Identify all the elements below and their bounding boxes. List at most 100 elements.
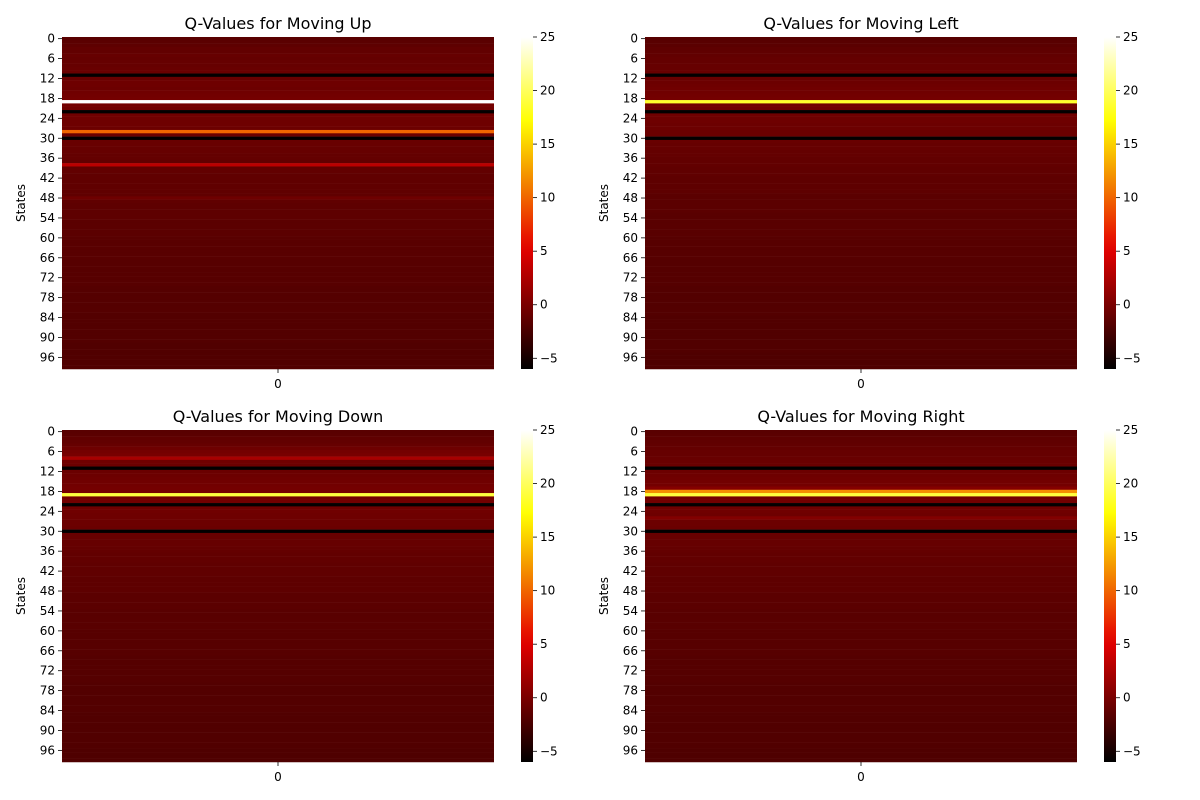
heatmap-cell-state-37 (645, 159, 1077, 164)
heatmap-cell-state-15 (62, 86, 494, 91)
y-tick-label: 72 (40, 271, 55, 285)
heatmap-cell-state-83 (62, 705, 494, 710)
y-tick-label: 60 (623, 624, 638, 638)
heatmap-cell-state-79 (62, 299, 494, 303)
heatmap-cell-state-70 (62, 662, 494, 666)
heatmap-cell-state-90 (645, 728, 1077, 733)
heatmap-cell-state-31 (62, 139, 494, 144)
heatmap-cell-state-3 (62, 46, 494, 51)
heatmap-cell-state-89 (645, 725, 1077, 730)
y-tick-label: 30 (40, 524, 55, 538)
heatmap-cell-state-59 (62, 625, 494, 630)
heatmap-cell-state-60 (645, 629, 1077, 633)
heatmap-cell-state-23 (645, 113, 1077, 117)
heatmap-cell-state-94 (62, 349, 494, 353)
heatmap-cell-state-67 (645, 652, 1077, 657)
heatmap-cell-state-1 (645, 433, 1077, 437)
heatmap-cell-state-53 (645, 212, 1077, 217)
y-tick-label: 54 (40, 604, 55, 618)
heatmap-cell-state-41 (645, 566, 1077, 570)
y-tick-label: 66 (40, 251, 55, 265)
y-tick-label: 66 (40, 644, 55, 658)
heatmap-cell-state-68 (645, 262, 1077, 267)
colorbar-tick-label: −5 (1123, 351, 1141, 365)
heatmap-cell-state-50 (62, 203, 494, 207)
heatmap-cell-state-42 (645, 176, 1077, 181)
heatmap-cell-state-31 (645, 532, 1077, 537)
heatmap-cell-state-97 (62, 359, 494, 363)
heatmap-cell-state-41 (62, 173, 494, 177)
heatmap-cell-state-8 (62, 63, 494, 68)
colorbar-tick-label: 15 (540, 530, 555, 544)
heatmap-cell-state-74 (62, 675, 494, 680)
heatmap-cell-state-73 (62, 672, 494, 676)
heatmap-cell-state-41 (645, 173, 1077, 177)
heatmap-cell-state-58 (62, 622, 494, 627)
heatmap-cell-state-30 (62, 529, 494, 534)
heatmap-cell-state-25 (645, 513, 1077, 517)
heatmap-cell-state-27 (645, 519, 1077, 524)
heatmap-cell-state-47 (62, 193, 494, 197)
heatmap-cell-state-40 (62, 169, 494, 174)
heatmap-cell-state-72 (62, 669, 494, 673)
heatmap-cell-state-54 (645, 609, 1077, 613)
heatmap-cell-state-18 (645, 489, 1077, 494)
heatmap-cell-state-64 (62, 642, 494, 647)
heatmap-cell-state-96 (645, 748, 1077, 753)
y-tick-label: 18 (623, 91, 638, 105)
heatmap-cell-state-20 (62, 103, 494, 107)
heatmap-cell-state-97 (645, 359, 1077, 363)
heatmap-cell-state-51 (645, 206, 1077, 210)
heatmap-cell-state-17 (645, 93, 1077, 98)
y-tick-label: 36 (40, 151, 55, 165)
colorbar-tick-label: 0 (540, 691, 548, 705)
heatmap-cell-state-94 (645, 742, 1077, 746)
heatmap-cell-state-59 (645, 232, 1077, 237)
heatmap-cell-state-83 (62, 312, 494, 317)
heatmap-panel-down: Q-Values for Moving Down 0 6 12 18 24 30 36 42 4… (14, 407, 558, 784)
colorbar-tick-label: −5 (540, 744, 558, 758)
heatmap-cell-state-8 (645, 63, 1077, 68)
heatmap-cell-state-4 (62, 50, 494, 54)
heatmap-cell-state-46 (645, 582, 1077, 587)
heatmap-cells (62, 430, 494, 763)
heatmap-cell-state-44 (62, 183, 494, 187)
heatmap-cell-state-78 (645, 295, 1077, 300)
heatmap-cell-state-92 (62, 735, 494, 740)
heatmap-cell-state-4 (645, 50, 1077, 54)
heatmap-cell-state-60 (645, 236, 1077, 240)
heatmap-cell-state-39 (62, 166, 494, 171)
y-tick-label: 66 (623, 251, 638, 265)
colorbar-tick-label: 0 (1123, 691, 1131, 705)
heatmap-cell-state-59 (645, 625, 1077, 630)
heatmap-cell-state-9 (645, 459, 1077, 464)
heatmap-cell-state-4 (62, 443, 494, 447)
heatmap-cell-state-89 (62, 725, 494, 730)
heatmap-cell-state-80 (62, 695, 494, 700)
heatmap-cell-state-81 (62, 698, 494, 703)
heatmap-cell-state-27 (62, 126, 494, 131)
colorbar-tick-label: 20 (540, 84, 555, 98)
heatmap-cell-state-9 (645, 66, 1077, 71)
heatmap-cell-state-12 (645, 469, 1077, 474)
heatmap-cell-state-43 (62, 179, 494, 184)
heatmap-cell-state-22 (62, 503, 494, 507)
colorbar: −5 0 5 10 15 20 25 (1104, 423, 1141, 762)
x-tick-label: 0 (857, 377, 865, 391)
y-tick-label: 48 (623, 584, 638, 598)
heatmap-cell-state-7 (645, 60, 1077, 64)
x-axis-ticks: 0 (274, 369, 282, 391)
heatmap-cell-state-37 (645, 552, 1077, 557)
heatmap-cell-state-39 (645, 166, 1077, 171)
heatmap-cell-state-99 (62, 758, 494, 763)
heatmap-cell-state-37 (62, 159, 494, 164)
heatmap-cell-state-69 (645, 659, 1077, 663)
heatmap-cell-state-98 (62, 362, 494, 366)
y-tick-label: 84 (40, 704, 55, 718)
x-axis-ticks: 0 (857, 369, 865, 391)
heatmap-cell-state-33 (645, 146, 1077, 151)
heatmap-cell-state-76 (62, 289, 494, 293)
heatmap-cell-state-84 (645, 315, 1077, 320)
heatmap-cell-state-96 (645, 355, 1077, 360)
heatmap-cell-state-8 (645, 456, 1077, 461)
